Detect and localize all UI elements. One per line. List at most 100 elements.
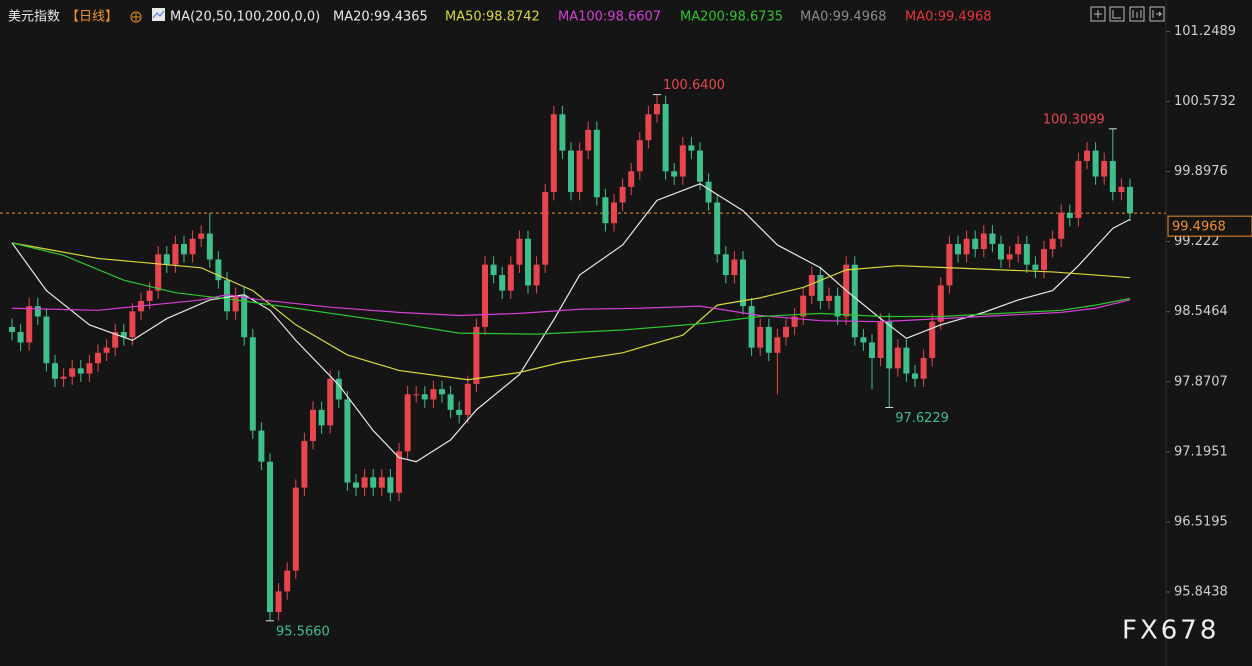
candle-body: [679, 145, 686, 177]
tool-icon[interactable]: [1129, 6, 1145, 22]
candle-body: [946, 243, 953, 286]
candle-body: [353, 482, 359, 488]
candle-body: [26, 306, 33, 343]
tool-icon[interactable]: [1149, 6, 1165, 22]
candle-body: [714, 202, 721, 255]
ma-line: [11, 183, 1131, 463]
candle-body: [955, 243, 961, 255]
candle-body: [1092, 150, 1099, 177]
candle-body: [748, 306, 755, 348]
candle-body: [585, 129, 592, 151]
candle-body: [344, 399, 351, 483]
candle-body: [826, 295, 832, 301]
candle-body: [697, 150, 703, 182]
candle-body: [972, 238, 979, 250]
last-price-label: 99.4968: [1172, 220, 1226, 235]
ma-line: [11, 242, 1131, 381]
candle-body: [447, 394, 454, 410]
candle-body: [834, 295, 841, 317]
ma-line: [11, 294, 1131, 323]
candle-body: [731, 259, 738, 276]
candle-body: [507, 264, 514, 291]
watermark: FX678: [1122, 616, 1219, 646]
candle-body: [628, 171, 635, 187]
candle-body: [52, 363, 58, 379]
candle-body: [490, 264, 497, 276]
add-icon[interactable]: [130, 11, 142, 23]
candle-body: [636, 140, 643, 172]
candle-body: [800, 295, 807, 317]
candle-body: [998, 243, 1004, 260]
candle-body: [232, 295, 239, 312]
candle-body: [310, 409, 316, 441]
candle-body: [318, 409, 325, 426]
chart-title: 美元指数: [8, 10, 60, 25]
candle-body: [989, 233, 996, 244]
candle-body: [654, 103, 660, 115]
candle-body: [1058, 212, 1065, 239]
candle-body: [619, 186, 626, 203]
legend-entry: MA200:98.6735: [680, 10, 783, 25]
candle-body: [929, 321, 936, 358]
indicator-label: MA(20,50,100,200,0,0): [170, 10, 320, 25]
y-tick-label: 96.5195: [1174, 514, 1228, 529]
candle-body: [533, 264, 540, 286]
candle-body: [69, 368, 76, 377]
candle-body: [103, 347, 110, 353]
candle-body: [112, 332, 119, 348]
legend-entry: MA0:99.4968: [800, 10, 887, 25]
toolbar: [1090, 6, 1165, 22]
candle-body: [1049, 238, 1056, 250]
candle-body: [525, 238, 531, 286]
y-tick-label: 101.2489: [1174, 24, 1236, 39]
legend-entry: MA20:99.4365: [333, 10, 428, 25]
candle-body: [404, 394, 411, 452]
candle-body: [224, 280, 230, 312]
candle-body: [499, 275, 506, 291]
candle-body: [146, 290, 153, 301]
candle-body: [1006, 254, 1013, 260]
candle-body: [688, 145, 695, 151]
annotation-label: 97.6229: [895, 411, 949, 426]
candle-body: [645, 114, 652, 141]
candle-body: [1118, 186, 1125, 193]
candle-body: [937, 285, 944, 322]
tool-icon[interactable]: [1109, 6, 1125, 22]
candle-body: [396, 451, 402, 493]
candle-body: [267, 461, 273, 613]
candle-body: [808, 275, 815, 296]
candle-body: [1023, 243, 1030, 265]
candle-body: [791, 316, 798, 327]
candle-body: [482, 264, 488, 327]
candle-body: [980, 233, 987, 250]
y-tick-label: 97.1951: [1174, 444, 1228, 459]
tool-icon[interactable]: [1090, 6, 1106, 22]
candle-body: [774, 337, 781, 353]
candle-body: [903, 347, 910, 374]
y-tick-label: 98.5464: [1174, 304, 1228, 319]
legend-entry: MA100:98.6607: [558, 10, 661, 25]
candle-body: [206, 233, 213, 260]
candle-body: [1066, 212, 1073, 218]
candle-body: [361, 477, 368, 488]
candle-body: [258, 430, 265, 462]
candle-body: [292, 487, 299, 571]
candle-body: [705, 181, 712, 203]
ma-line: [11, 242, 1131, 335]
candle-body: [95, 352, 101, 364]
candle-body: [464, 383, 471, 416]
candle-body: [301, 440, 308, 488]
candle-body: [181, 243, 187, 255]
candle-body: [378, 477, 385, 488]
candle-body: [783, 326, 789, 338]
annotation-label: 100.6400: [663, 78, 725, 93]
candle-body: [77, 368, 84, 374]
candle-body: [284, 570, 291, 592]
candle-body: [1015, 243, 1022, 255]
candle-body: [1127, 186, 1133, 214]
legend-entry: MA50:98.8742: [445, 10, 540, 25]
candle-body: [817, 275, 824, 301]
candle-body: [550, 114, 557, 193]
